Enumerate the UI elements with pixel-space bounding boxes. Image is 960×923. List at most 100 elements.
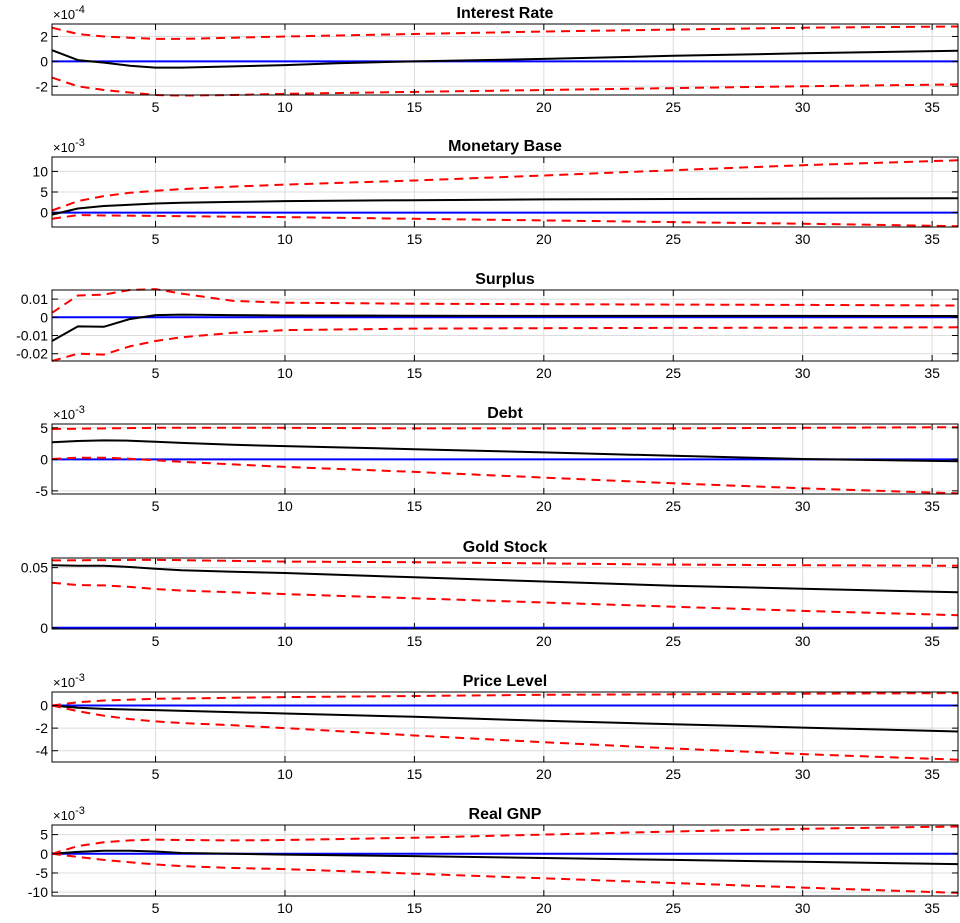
panel-title: Price Level: [463, 673, 548, 690]
x-tick-label: 30: [795, 900, 811, 916]
x-tick-label: 10: [277, 633, 293, 649]
x-tick-label: 15: [407, 498, 423, 514]
confidence-band-upper: [51, 558, 959, 567]
y-tick-label: -0.02: [16, 346, 48, 362]
y-tick-label: 0: [40, 309, 48, 325]
x-tick-label: 15: [407, 633, 423, 649]
panel-title: Debt: [487, 405, 523, 422]
panel-title: Surplus: [475, 271, 535, 288]
x-tick-label: 10: [277, 498, 293, 514]
y-tick-label: 5: [40, 827, 48, 843]
x-tick-label: 5: [152, 365, 160, 381]
axes-box: [51, 824, 959, 897]
x-tick-label: 5: [152, 766, 160, 782]
x-tick-label: 25: [665, 365, 681, 381]
response-line: [51, 564, 959, 594]
confidence-band-lower: [51, 852, 959, 894]
response-line: [51, 439, 959, 463]
x-tick-label: 15: [407, 99, 423, 115]
axes-box: [51, 691, 959, 763]
confidence-band-upper: [51, 288, 959, 314]
x-tick-label: 20: [536, 900, 552, 916]
y-tick-label: 10: [32, 163, 48, 179]
x-tick-label: 35: [924, 900, 940, 916]
y-tick-label: 0: [40, 53, 48, 69]
y-tick-label: -4: [36, 743, 49, 759]
x-tick-label: 20: [536, 99, 552, 115]
x-tick-label: 25: [665, 498, 681, 514]
y-tick-label: 0: [40, 698, 48, 714]
y-tick-label: -0.01: [16, 328, 48, 344]
response-line: [51, 704, 959, 733]
response-line: [51, 197, 959, 216]
x-tick-label: 25: [665, 231, 681, 247]
y-tick-label: 2: [40, 28, 48, 44]
x-tick-label: 30: [795, 99, 811, 115]
x-tick-label: 10: [277, 766, 293, 782]
panel-surplus: 5 10 15 20 25 30 35 0.01 0 -0.01 -0.02 Surplus: [16, 271, 959, 381]
y-tick-label: -10: [28, 884, 48, 900]
y-tick-label: 0: [40, 620, 48, 636]
axis-exponent-label: ×10-3: [53, 672, 85, 690]
x-tick-label: 25: [665, 766, 681, 782]
x-tick-label: 15: [407, 365, 423, 381]
y-tick-label: -2: [36, 720, 49, 736]
x-tick-label: 35: [924, 766, 940, 782]
axes-box: [51, 557, 959, 630]
confidence-band-lower: [51, 326, 959, 362]
panel-title: Real GNP: [469, 806, 542, 823]
response-line: [51, 313, 959, 342]
x-tick-label: 25: [665, 900, 681, 916]
x-tick-label: 30: [795, 766, 811, 782]
x-tick-label: 30: [795, 498, 811, 514]
axes-box: [51, 289, 959, 362]
y-tick-label: 0.01: [21, 291, 48, 307]
axes-box: [51, 23, 959, 96]
x-tick-label: 10: [277, 365, 293, 381]
x-tick-label: 35: [924, 99, 940, 115]
axis-exponent-label: ×10-3: [53, 805, 85, 823]
x-tick-label: 15: [407, 766, 423, 782]
x-tick-label: 5: [152, 900, 160, 916]
x-tick-label: 15: [407, 900, 423, 916]
y-tick-label: -2: [36, 78, 49, 94]
y-tick-label: -5: [36, 865, 49, 881]
panel-monetary-base: 5 10 15 20 25 30 35 10 5 0 Monetary Base ×10-3: [32, 137, 959, 247]
x-tick-label: 15: [407, 231, 423, 247]
x-tick-label: 30: [795, 633, 811, 649]
panel-real-gnp: 5 10 15 20 25 30 35 5 0 -5 -10 Real GNP ×10-3: [28, 805, 959, 916]
x-tick-label: 10: [277, 900, 293, 916]
y-tick-label: 5: [40, 184, 48, 200]
panel-title: Interest Rate: [457, 5, 554, 22]
confidence-band-lower: [51, 581, 959, 617]
panel-price-level: 5 10 15 20 25 30 35 0 -2 -4 Price Level ×10-3: [36, 672, 959, 782]
panel-gold-stock: 5 10 15 20 25 30 35 0.05 0 Gold Stock: [21, 539, 959, 649]
x-tick-label: 20: [536, 365, 552, 381]
panel-title: Monetary Base: [448, 138, 562, 155]
y-tick-label: 0.05: [21, 560, 48, 576]
confidence-band-lower: [51, 456, 959, 495]
x-tick-label: 10: [277, 231, 293, 247]
x-tick-label: 10: [277, 99, 293, 115]
y-tick-label: 5: [40, 420, 48, 436]
x-tick-label: 20: [536, 633, 552, 649]
y-tick-label: 0: [40, 451, 48, 467]
x-tick-label: 35: [924, 231, 940, 247]
y-tick-label: 0: [40, 205, 48, 221]
x-tick-label: 25: [665, 99, 681, 115]
panel-debt: 5 10 15 20 25 30 35 5 0 -5 Debt ×10-3: [36, 404, 959, 514]
confidence-band-upper: [51, 159, 959, 212]
confidence-band-upper: [51, 825, 959, 855]
axis-exponent-label: ×10-3: [53, 404, 85, 422]
x-tick-label: 30: [795, 365, 811, 381]
x-tick-label: 5: [152, 99, 160, 115]
axis-exponent-label: ×10-4: [53, 4, 85, 22]
confidence-band-lower: [51, 704, 959, 761]
x-tick-label: 20: [536, 231, 552, 247]
x-tick-label: 5: [152, 231, 160, 247]
y-tick-label: 0: [40, 846, 48, 862]
x-tick-label: 30: [795, 231, 811, 247]
confidence-band-lower: [51, 214, 959, 228]
